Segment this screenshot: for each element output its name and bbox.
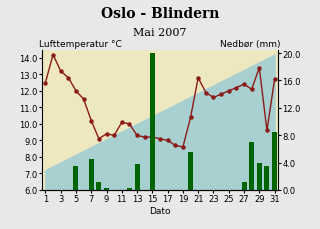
Bar: [264, 166, 269, 190]
Bar: [257, 163, 262, 190]
Bar: [150, 54, 155, 190]
Bar: [96, 182, 101, 190]
Bar: [249, 142, 254, 190]
Text: Nedbør (mm): Nedbør (mm): [220, 40, 281, 49]
X-axis label: Dato: Dato: [149, 206, 171, 215]
Text: Mai 2007: Mai 2007: [133, 27, 187, 37]
Bar: [74, 166, 78, 190]
Bar: [135, 164, 140, 190]
Text: Lufttemperatur °C: Lufttemperatur °C: [39, 40, 122, 49]
Bar: [127, 188, 132, 190]
Bar: [89, 159, 94, 190]
Text: Oslo - Blindern: Oslo - Blindern: [101, 7, 219, 21]
Bar: [272, 132, 277, 190]
Bar: [188, 153, 193, 190]
Bar: [242, 182, 246, 190]
Bar: [104, 188, 109, 190]
